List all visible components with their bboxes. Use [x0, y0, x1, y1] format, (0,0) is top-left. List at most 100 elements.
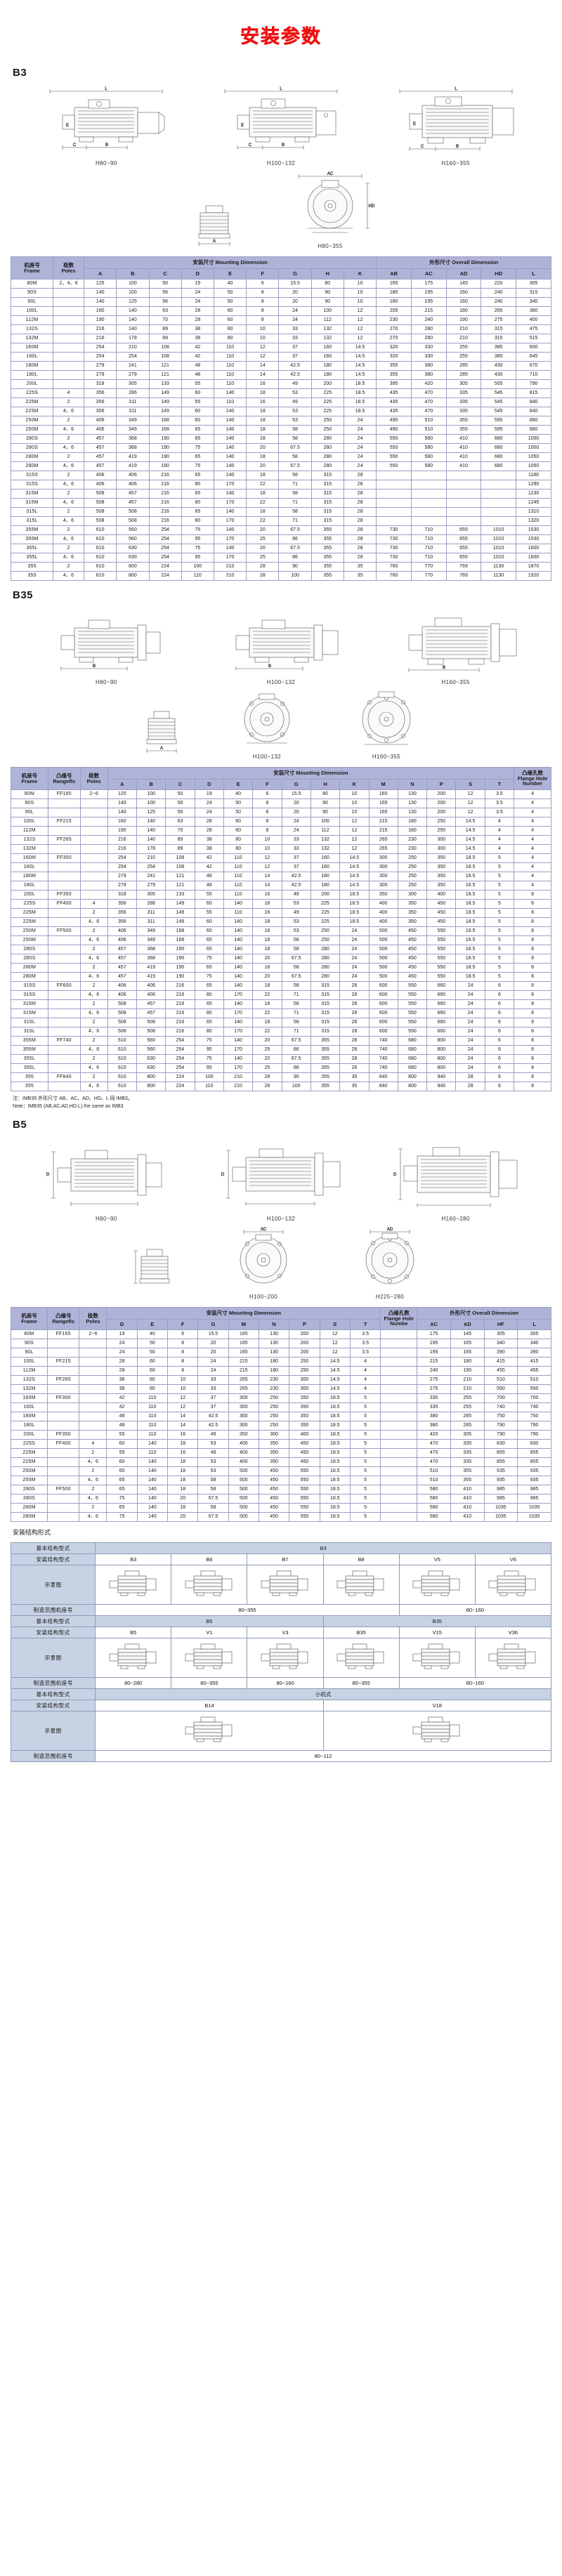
cell-poles: 2	[79, 945, 108, 954]
cell-poles: 2	[53, 397, 85, 407]
cell-a: 125	[84, 279, 117, 289]
cell-l: 855	[517, 1448, 551, 1458]
matrix-drawing-v15	[398, 1638, 476, 1678]
cell-g: 71	[281, 1027, 311, 1037]
cell-t: 5	[484, 853, 515, 863]
cell-poles: 4、6	[53, 461, 85, 471]
cell-ab: 435	[376, 388, 412, 398]
cell-ac: 335	[417, 1393, 451, 1403]
cell-d: 42	[181, 352, 214, 362]
cell-d: 75	[194, 1054, 224, 1064]
cell-b: 457	[116, 498, 150, 508]
cell-b: 140	[116, 315, 150, 325]
cell-ac: 710	[410, 534, 447, 544]
cell-frame: 250M	[11, 1466, 48, 1476]
cell-e: 110	[213, 379, 247, 389]
cell-c: 224	[148, 571, 182, 581]
cell-l: 305	[516, 279, 551, 289]
cell-g: 58	[278, 425, 312, 435]
cell-t: 4	[349, 1357, 381, 1367]
cell-b: 279	[116, 370, 150, 380]
cell-frame: 355	[11, 1072, 48, 1082]
cell-b: 560	[136, 1036, 166, 1046]
cell-c: 224	[165, 1082, 195, 1091]
cell-h: 280	[311, 461, 344, 471]
cell-g: 49	[278, 397, 312, 407]
cell-n: 300	[397, 890, 428, 900]
cell-hf: 415	[483, 1357, 518, 1367]
cell-hf: 985	[483, 1494, 518, 1504]
cell-poles	[79, 853, 108, 863]
th-col-a: A	[84, 268, 117, 280]
cell-hd: 505	[481, 379, 517, 389]
cell-f: 18	[252, 963, 282, 973]
cell-s: 14.5	[455, 826, 485, 836]
cell-e: 170	[223, 1063, 254, 1073]
cell-h: 160	[310, 862, 341, 872]
cell-frame: 132S	[11, 1375, 48, 1385]
cell-f: 10	[167, 1384, 199, 1394]
cell-a: 406	[107, 935, 138, 945]
cell-f: 18	[252, 945, 282, 954]
cell-f: 18	[252, 935, 282, 945]
cell-b: 286	[136, 899, 166, 909]
cell-frame: 225M	[11, 908, 48, 918]
cell-f: 18	[167, 1439, 199, 1449]
cell-k: 12	[343, 324, 377, 334]
cell-a: 610	[107, 1072, 138, 1082]
cell-n: 250	[397, 881, 428, 891]
cell-e: 140	[213, 434, 247, 444]
cell-ad: 190	[445, 315, 482, 325]
cell-d: 42	[106, 1393, 138, 1403]
cell-e: 50	[136, 1339, 169, 1348]
cell-n: 800	[397, 1072, 428, 1082]
cell-holes: 4	[514, 844, 551, 854]
cell-s: 18.5	[455, 872, 485, 881]
cell-l: 750	[517, 1412, 551, 1421]
cell-s: 14.5	[455, 844, 485, 854]
cell-ad	[445, 480, 482, 489]
cell-d: 38	[181, 334, 214, 343]
cell-b: 140	[116, 324, 150, 334]
table-b3-header-top: 机座号 Frame 极数 Poles 安装尺寸 Mounting Dimensi…	[10, 256, 551, 280]
th-col-e: E	[213, 268, 247, 280]
cell-b: 311	[116, 407, 150, 416]
cell-d: 75	[194, 954, 224, 964]
cell-c: 216	[165, 1018, 195, 1027]
cell-p: 250	[426, 826, 457, 836]
matrix-mount-row: 安装结构型式 B14 V18	[10, 1700, 552, 1711]
cell-ad: 165	[450, 1348, 485, 1358]
cell-frame: 280S	[10, 443, 54, 453]
cell-frame: 132S	[10, 324, 54, 334]
page-title: 安装参数	[240, 26, 322, 48]
cell-s: 18.5	[455, 954, 485, 964]
cell-m: 500	[368, 935, 398, 945]
cell-d: 28	[106, 1366, 138, 1376]
cell-m: 215	[368, 826, 398, 836]
cell-ad: 769	[445, 571, 482, 581]
svg-text:B: B	[105, 143, 108, 147]
cell-k: 24	[339, 954, 370, 964]
cell-ad: 655	[445, 525, 482, 535]
cell-n: 550	[397, 1018, 428, 1027]
table-row: 132S 216 140 89 38 80 10 33 132 12 270 280 210 315 475	[10, 324, 551, 334]
cell-c: 108	[165, 862, 195, 872]
cell-d: 80	[194, 1027, 224, 1037]
cell-poles	[53, 297, 85, 307]
cell-e: 170	[213, 534, 247, 544]
cell-ac: 510	[417, 1476, 451, 1485]
cell-k: 14.5	[343, 343, 377, 353]
cell-k: 35	[343, 571, 377, 581]
cell-n: 450	[258, 1503, 290, 1513]
cell-l: 390	[517, 1348, 551, 1358]
cell-holes: 8	[514, 990, 551, 1000]
th-flange: 凸缘号 Rangefls	[46, 1307, 80, 1330]
cell-m: 740	[368, 1036, 398, 1046]
cell-d: 100	[194, 1072, 224, 1082]
cell-t: 3.5	[484, 808, 515, 817]
cell-p: 550	[426, 935, 457, 945]
cell-l: 1035	[517, 1503, 551, 1513]
cell-poles	[79, 844, 108, 854]
cell-d: 65	[181, 425, 214, 435]
cell-flange: FF600	[47, 981, 81, 991]
